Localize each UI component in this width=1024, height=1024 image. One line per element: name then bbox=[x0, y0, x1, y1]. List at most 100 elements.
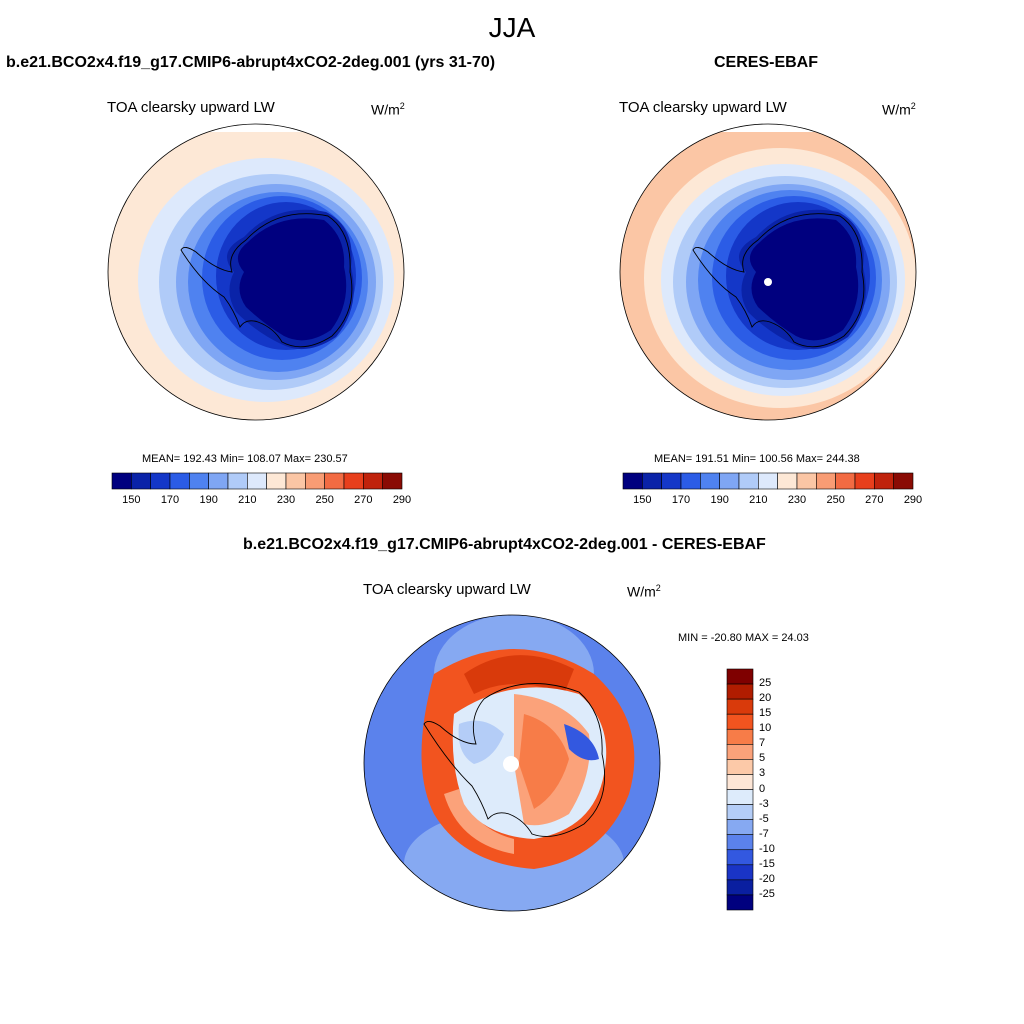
panel3-map-border bbox=[363, 614, 661, 912]
panel1-colorbar-tick-label: 190 bbox=[199, 494, 218, 506]
panel1-colorbar-tick-label: 170 bbox=[160, 494, 180, 506]
panel3-coastline bbox=[423, 683, 606, 837]
panel1-antarctica-core bbox=[237, 218, 347, 341]
panel2-colorbar-tick-label: 150 bbox=[633, 494, 652, 506]
panel3-colorbar-swatch bbox=[726, 698, 754, 715]
panel2-title: CERES-EBAF bbox=[714, 54, 819, 71]
panel1-polar-map bbox=[107, 123, 405, 421]
panel3-colorbar-tick-label: -25 bbox=[759, 887, 775, 900]
panel1-colorbar-swatch bbox=[169, 472, 190, 490]
panel3-colorbar-swatch bbox=[726, 683, 754, 700]
panel3-colorbar-tick-label: -20 bbox=[759, 872, 775, 885]
panel1-colorbar-swatch bbox=[131, 472, 151, 490]
panel3-colorbar-tick-label: 25 bbox=[759, 677, 772, 690]
panel3-variable-label: TOA clearsky upward LW bbox=[363, 581, 531, 598]
panel1-title: b.e21.BCO2x4.f19_g17.CMIP6-abrupt4xCO2-2… bbox=[6, 54, 496, 71]
panel2-colorbar-swatch bbox=[893, 472, 914, 490]
panel1-colorbar-tick-label: 230 bbox=[276, 494, 296, 506]
panel3-colorbar-swatch bbox=[726, 759, 754, 775]
panel3-colorbar-tick-label: 5 bbox=[759, 752, 766, 765]
panel2-pole-hole bbox=[764, 278, 772, 286]
panel1-colorbar-tick-label: 290 bbox=[392, 494, 412, 506]
panel3-pole-hole bbox=[503, 756, 519, 772]
panel1-coastline bbox=[180, 213, 353, 348]
panel2-colorbar-swatch bbox=[680, 472, 701, 490]
panel3-colorbar-tick-label: 7 bbox=[759, 737, 766, 750]
panel1-colorbar bbox=[111, 472, 403, 490]
panel3-colorbar-tick-label: 20 bbox=[759, 692, 772, 705]
panel3-colorbar-tick-label: -7 bbox=[759, 827, 769, 840]
panel3-units-label: W/m2 bbox=[627, 583, 661, 600]
panel3-colorbar bbox=[726, 668, 754, 911]
panel1-colorbar-swatch bbox=[305, 472, 325, 490]
panel3-colorbar-tick-label: -5 bbox=[759, 812, 769, 825]
panel2-stats: MEAN= 191.51 Min= 100.56 Max= 244.38 bbox=[654, 453, 860, 465]
panel2-antarctica-core bbox=[749, 218, 859, 341]
panel3-colorbar-swatch bbox=[726, 819, 754, 835]
panel3-colorbar-tick-label: 10 bbox=[759, 722, 772, 735]
panel3-colorbar-swatch bbox=[726, 894, 754, 911]
panel1-colorbar-tick-label: 210 bbox=[238, 494, 257, 506]
panel3-colorbar-swatch bbox=[726, 774, 754, 790]
panel1-colorbar-tick-label: 270 bbox=[354, 494, 373, 506]
panel3-colorbar-swatch bbox=[726, 849, 754, 866]
panel3-title: b.e21.BCO2x4.f19_g17.CMIP6-abrupt4xCO2-2… bbox=[243, 536, 766, 553]
panel1-colorbar-tick-label: 150 bbox=[122, 494, 141, 506]
panel2-colorbar-swatch bbox=[758, 472, 778, 490]
panel1-colorbar-swatch bbox=[189, 472, 209, 490]
panel2-colorbar-tick-label: 210 bbox=[749, 494, 768, 506]
panel2-units-label: W/m2 bbox=[882, 101, 916, 118]
panel2-colorbar-swatch bbox=[835, 472, 856, 490]
panel1-colorbar-swatch bbox=[111, 472, 132, 490]
panel3-stats: MIN = -20.80 MAX = 24.03 bbox=[678, 632, 809, 644]
panel3-colorbar-swatch bbox=[726, 744, 754, 760]
panel2-colorbar-swatch bbox=[642, 472, 662, 490]
panel2-colorbar-swatch bbox=[719, 472, 740, 490]
panel3-colorbar-swatch bbox=[726, 804, 754, 820]
panel2-colorbar-swatch bbox=[622, 472, 643, 490]
panel1-colorbar-swatch bbox=[363, 472, 383, 490]
panel1-colorbar-tick-label: 250 bbox=[315, 494, 334, 506]
panel3-cool-patch bbox=[564, 724, 599, 761]
panel1-colorbar-swatch bbox=[227, 472, 248, 490]
panel1-colorbar-swatch bbox=[324, 472, 345, 490]
panel2-colorbar-swatch bbox=[661, 472, 682, 490]
panel3-colorbar-tick-label: -15 bbox=[759, 857, 775, 870]
panel2-colorbar-tick-label: 170 bbox=[671, 494, 691, 506]
panel2-colorbar bbox=[622, 472, 914, 490]
panel1-stats: MEAN= 192.43 Min= 108.07 Max= 230.57 bbox=[142, 453, 348, 465]
panel1-colorbar-swatch bbox=[382, 472, 403, 490]
panel1-units-label: W/m2 bbox=[371, 101, 405, 118]
panel2-colorbar-tick-label: 270 bbox=[865, 494, 884, 506]
panel3-colorbar-tick-label: -10 bbox=[759, 842, 775, 855]
panel3-colorbar-tick-label: -3 bbox=[759, 797, 769, 810]
panel1-colorbar-swatch bbox=[343, 472, 364, 490]
panel3-colorbar-swatch bbox=[726, 668, 754, 685]
panel2-colorbar-swatch bbox=[854, 472, 875, 490]
panel3-colorbar-swatch bbox=[726, 728, 754, 745]
panel1-colorbar-swatch bbox=[208, 472, 229, 490]
panel2-colorbar-tick-label: 230 bbox=[787, 494, 807, 506]
panel2-colorbar-tick-label: 250 bbox=[826, 494, 845, 506]
panel3-colorbar-swatch bbox=[726, 789, 754, 805]
panel2-colorbar-swatch bbox=[796, 472, 817, 490]
panel3-polar-map bbox=[363, 614, 661, 912]
panel2-colorbar-swatch bbox=[874, 472, 894, 490]
panel3-colorbar-swatch bbox=[726, 713, 754, 730]
panel2-variable-label: TOA clearsky upward LW bbox=[619, 99, 787, 116]
panel2-colorbar-swatch bbox=[700, 472, 720, 490]
panel3-colorbar-tick-label: 0 bbox=[759, 782, 766, 795]
panel3-colorbar-tick-label: 15 bbox=[759, 707, 772, 720]
panel3-colorbar-tick-label: 3 bbox=[759, 767, 766, 780]
panel2-coastline bbox=[692, 213, 865, 348]
panel2-colorbar-swatch bbox=[777, 472, 798, 490]
panel2-colorbar-tick-label: 290 bbox=[903, 494, 923, 506]
panel2-colorbar-tick-label: 190 bbox=[710, 494, 729, 506]
panel2-colorbar-swatch bbox=[816, 472, 836, 490]
season-title: JJA bbox=[488, 12, 536, 43]
panel1-map-border bbox=[107, 123, 405, 421]
panel3-colorbar-swatch bbox=[726, 834, 754, 851]
panel2-map-border bbox=[619, 123, 917, 421]
panel2-colorbar-swatch bbox=[738, 472, 759, 490]
panel3-colorbar-swatch bbox=[726, 879, 754, 896]
